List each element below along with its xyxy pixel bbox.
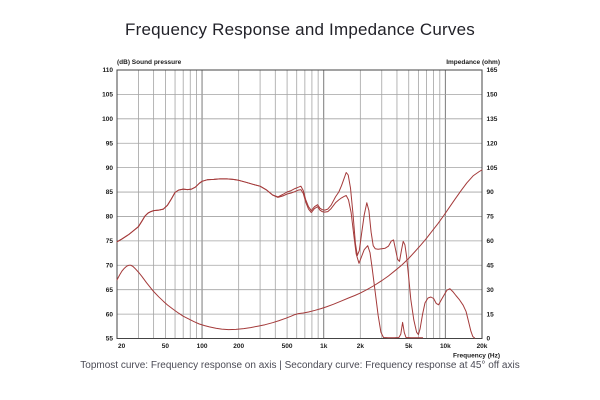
page-title: Frequency Response and Impedance Curves (125, 20, 475, 39)
left-axis-tick-label: 55 (106, 336, 114, 343)
left-axis-tick-label: 85 (106, 189, 114, 196)
axis-labels: 1101051009590858075706560551651501351201… (102, 67, 498, 350)
right-axis-tick-label: 15 (487, 311, 495, 318)
left-axis-tick-label: 75 (106, 238, 114, 245)
right-axis-tick-label: 150 (487, 92, 498, 99)
right-axis-tick-label: 30 (487, 287, 495, 294)
curves (116, 169, 483, 339)
x-axis-tick-label: 20 (118, 343, 126, 350)
chart-caption: Topmost curve: Frequency response on axi… (80, 360, 520, 371)
x-axis-tick-label: 50 (162, 343, 170, 350)
x-axis-tick-label: 20k (477, 343, 488, 350)
left-axis-tick-label: 60 (106, 311, 114, 318)
x-axis-tick-label: 1k (320, 343, 328, 350)
x-axis-tick-label: 2k (357, 343, 365, 350)
left-axis-tick-label: 80 (106, 214, 114, 221)
right-axis-tick-label: 165 (487, 67, 498, 74)
left-axis-title: (dB) Sound pressure (117, 59, 182, 66)
right-axis-title: Impedance (ohm) (446, 59, 500, 66)
left-axis-tick-label: 95 (106, 140, 114, 147)
right-axis-tick-label: 0 (487, 336, 491, 343)
plot-frame (116, 69, 483, 339)
x-axis-tick-label: 500 (282, 343, 293, 350)
right-axis-tick-label: 90 (487, 189, 495, 196)
right-axis-tick-label: 120 (487, 140, 498, 147)
right-axis-tick-label: 75 (487, 214, 495, 221)
left-axis-tick-label: 65 (106, 287, 114, 294)
response-off-axis-curve (116, 178, 424, 339)
left-axis-tick-label: 100 (102, 116, 113, 123)
x-axis-tick-label: 100 (197, 343, 208, 350)
grid (116, 69, 483, 339)
x-axis-tick-label: 5k (405, 343, 413, 350)
left-axis-tick-label: 90 (106, 165, 114, 172)
left-axis-tick-label: 70 (106, 262, 114, 269)
x-axis-title: Frequency (Hz) (453, 353, 500, 360)
right-axis-tick-label: 45 (487, 262, 495, 269)
x-axis-tick-label: 200 (233, 343, 244, 350)
right-axis-tick-label: 105 (487, 165, 498, 172)
right-axis-tick-label: 60 (487, 238, 495, 245)
impedance-curve (116, 169, 483, 331)
left-axis-tick-label: 110 (103, 67, 114, 74)
x-axis-tick-label: 10k (440, 343, 451, 350)
response-on-axis-curve (116, 172, 476, 339)
left-axis-tick-label: 105 (102, 92, 113, 99)
right-axis-tick-label: 135 (487, 116, 498, 123)
